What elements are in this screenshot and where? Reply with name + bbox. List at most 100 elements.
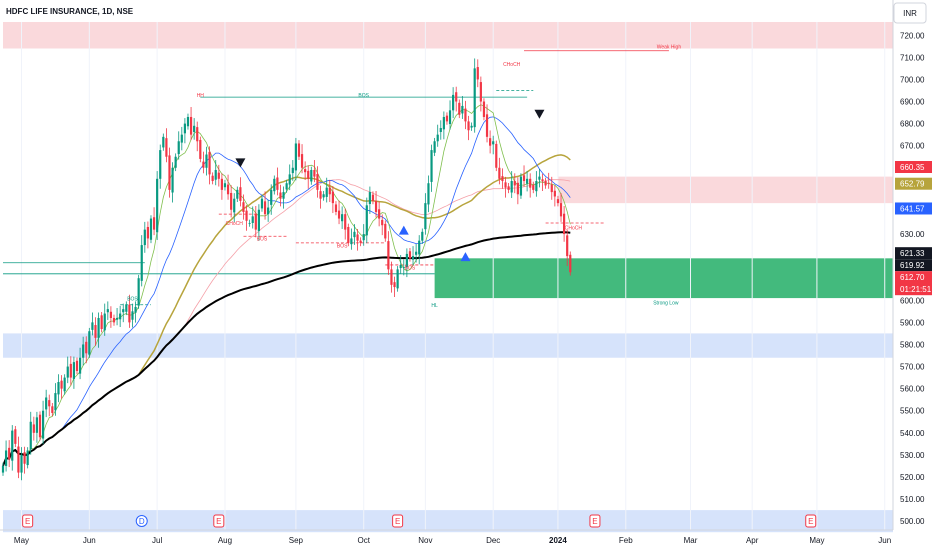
candle-body-127 <box>393 282 396 288</box>
candle-body-181 <box>559 203 563 217</box>
candle-body-154 <box>476 67 479 80</box>
candle-body-174 <box>538 176 541 180</box>
candle-body-42 <box>131 311 134 320</box>
candle-body-64 <box>199 139 202 159</box>
candle-body-145 <box>448 110 452 125</box>
candle-body-177 <box>547 182 550 184</box>
candle-body-10 <box>32 424 35 433</box>
y-tick-11: 630.00 <box>900 230 925 239</box>
event-marker-2 <box>213 514 225 528</box>
candle-body-122 <box>378 209 381 219</box>
candle-body-158 <box>489 138 492 146</box>
candle-body-76 <box>236 189 239 199</box>
y-tick-8: 580.00 <box>900 340 925 349</box>
candle-body-32 <box>100 315 103 330</box>
candle-body-17 <box>54 393 57 411</box>
candle-body-143 <box>442 116 445 130</box>
event-label-4: E <box>592 517 597 526</box>
candle-body-175 <box>541 179 544 182</box>
candle-body-132 <box>408 251 412 259</box>
candle-body-103 <box>319 191 322 199</box>
price-label-3: 621.33 <box>900 249 925 258</box>
candle-body-164 <box>507 186 510 190</box>
y-tick-3: 530.00 <box>900 451 925 460</box>
candle-body-5 <box>17 446 20 473</box>
price-label-1: 652.79 <box>900 180 925 189</box>
candle-body-148 <box>458 102 461 115</box>
price-label-bg-0 <box>895 161 932 174</box>
annotation-8: CHoCH <box>565 226 583 232</box>
candle-body-101 <box>313 169 316 177</box>
y-tick-16: 710.00 <box>900 53 925 62</box>
y-tick-13: 680.00 <box>900 120 925 129</box>
candle-body-6 <box>20 454 23 473</box>
annotation-6: BOS <box>337 243 348 249</box>
candle-body-113 <box>350 238 353 245</box>
candle-body-168 <box>519 176 523 196</box>
y-tick-17: 720.00 <box>900 31 925 40</box>
currency-badge[interactable] <box>893 2 927 24</box>
zone-1 <box>557 176 893 204</box>
candle-body-57 <box>177 141 180 155</box>
candle-body-150 <box>464 108 467 122</box>
candle-body-138 <box>427 183 430 205</box>
candle-body-170 <box>526 178 529 184</box>
candle-body-15 <box>48 400 51 407</box>
candle-body-61 <box>189 116 193 135</box>
candle-body-108 <box>334 204 338 212</box>
candle-body-179 <box>553 190 556 197</box>
annotation-0: HH <box>197 93 205 99</box>
candle-body-81 <box>251 216 254 223</box>
candle-body-30 <box>94 325 97 338</box>
candle-body-62 <box>193 125 196 132</box>
candle-body-86 <box>267 207 270 215</box>
candle-body-34 <box>106 309 109 313</box>
candle-body-43 <box>134 306 137 313</box>
annotation-10: HL <box>431 303 438 309</box>
candle-body-77 <box>239 187 242 201</box>
candle-body-106 <box>328 187 331 195</box>
candle-body-47 <box>146 226 150 239</box>
x-tick-7: Dec <box>486 536 500 545</box>
x-tick-6: Nov <box>418 536 432 545</box>
candle-body-114 <box>353 231 356 238</box>
price-label-bg-2 <box>895 202 932 215</box>
candle-body-36 <box>112 317 116 323</box>
y-tick-15: 700.00 <box>900 75 925 84</box>
candle-body-100 <box>310 169 313 182</box>
candle-body-95 <box>294 143 297 171</box>
y-tick-10: 600.00 <box>900 296 925 305</box>
candle-body-0 <box>1 465 5 473</box>
price-label-bg-3 <box>895 247 932 260</box>
zones-layer <box>3 22 893 533</box>
candle-body-120 <box>371 194 375 201</box>
candle-body-58 <box>180 134 183 143</box>
y-tick-0: 500.00 <box>900 517 925 526</box>
price-label-4: 619.92 <box>900 261 925 270</box>
event-label-0: E <box>25 517 30 526</box>
candle-body-151 <box>467 121 470 131</box>
x-tick-11: Apr <box>746 536 759 545</box>
candle-body-23 <box>72 362 76 379</box>
candle-body-118 <box>365 205 368 236</box>
candle-body-121 <box>374 200 378 212</box>
candle-body-180 <box>556 199 560 204</box>
zone-2 <box>434 258 893 299</box>
candle-body-78 <box>242 202 245 212</box>
candle-body-35 <box>109 311 113 318</box>
candle-body-41 <box>128 304 131 323</box>
candle-body-55 <box>171 167 174 193</box>
candle-body-67 <box>208 151 211 175</box>
candle-body-102 <box>316 173 319 190</box>
candle-body-87 <box>270 189 273 205</box>
grid-layer <box>20 22 886 530</box>
candle-body-2 <box>8 447 11 460</box>
candle-body-29 <box>91 322 94 330</box>
zone-3 <box>3 333 893 358</box>
candle-body-144 <box>445 115 449 122</box>
candle-body-18 <box>57 382 60 395</box>
candle-body-155 <box>479 82 482 102</box>
candle-body-16 <box>51 406 54 413</box>
price-label-5: 612.70 <box>900 273 925 282</box>
